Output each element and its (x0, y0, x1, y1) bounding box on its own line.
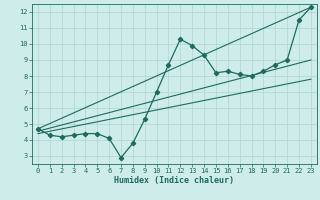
X-axis label: Humidex (Indice chaleur): Humidex (Indice chaleur) (115, 176, 234, 185)
